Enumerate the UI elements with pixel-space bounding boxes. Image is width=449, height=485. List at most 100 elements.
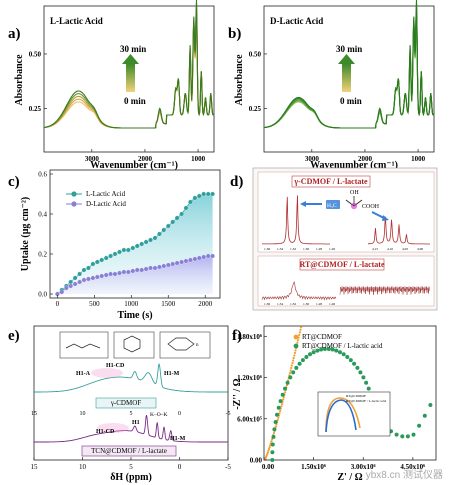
point-1-31 bbox=[192, 256, 198, 262]
panel-letter-f: f) bbox=[232, 328, 242, 344]
panel-a: a) L-Lactic Acid 3000 2000 1000 0.25 0.50 W… bbox=[8, 0, 215, 171]
xtick-d-topr-1: 4.10 bbox=[387, 247, 393, 251]
xlabel-a: Wavenumber (cm⁻¹) bbox=[90, 160, 178, 171]
xtick-b-0: 3000 bbox=[305, 155, 320, 163]
nmr-trace-bottom-left bbox=[261, 280, 337, 301]
xlabel-b: Wavenumber (cm⁻¹) bbox=[310, 160, 398, 171]
point-1-16 bbox=[125, 269, 131, 275]
xtick-d-top-3: 1.30 bbox=[303, 247, 309, 251]
f0-point-45 bbox=[292, 359, 295, 362]
nmr-trace-top-right bbox=[368, 216, 430, 245]
yticks-f: 0.00 6.00x10⁵ 1.20x10⁶ 1.80x10⁶ bbox=[237, 333, 267, 465]
f0-point-23 bbox=[278, 412, 281, 415]
point-0-24 bbox=[161, 227, 167, 233]
xtick-c-0: 0 bbox=[56, 300, 60, 308]
xtick-e-mid-4: -5 bbox=[226, 411, 231, 417]
f0-point-52 bbox=[296, 341, 299, 344]
f1-point-47 bbox=[411, 432, 416, 437]
f1-point-0 bbox=[270, 458, 275, 462]
inset-legend-1: RT@CDMOF / L-lactic acid bbox=[346, 399, 386, 403]
xtick-f-2: 3.00x10⁶ bbox=[351, 463, 376, 471]
legend-marker-l bbox=[71, 191, 77, 197]
point-0-8 bbox=[90, 261, 96, 267]
arrow-right-d bbox=[371, 211, 385, 219]
point-1-34 bbox=[205, 253, 211, 259]
panel-b: b) D-Lactic Acid 3000 2000 1000 0.25 0.50 W… bbox=[228, 0, 435, 171]
xtick-d-topr-0: 4.15 bbox=[372, 247, 378, 251]
f0-point-7 bbox=[268, 446, 271, 449]
f1-point-21 bbox=[319, 347, 324, 352]
peak1-a: H1-A bbox=[76, 371, 91, 377]
panel-letter-d: d) bbox=[230, 174, 243, 190]
f1-point-16 bbox=[300, 358, 305, 363]
panel-letter-c: c) bbox=[8, 174, 20, 190]
trace-gcdmof bbox=[34, 362, 228, 393]
structure-box-3 bbox=[159, 331, 211, 359]
xtick-e-1: 10 bbox=[79, 463, 87, 471]
f0-point-27 bbox=[280, 403, 284, 406]
f1-point-46 bbox=[405, 434, 410, 439]
f0-point-56 bbox=[298, 331, 301, 334]
point-1-4 bbox=[72, 281, 78, 287]
structure-box-1 bbox=[59, 331, 109, 359]
f1-point-35 bbox=[366, 386, 371, 391]
f0-point-6 bbox=[267, 447, 271, 451]
f1-point-10 bbox=[283, 386, 287, 391]
point-0-19 bbox=[139, 241, 145, 247]
spectrum-b-4 bbox=[264, 0, 435, 129]
xtick-d-bot-0: 1.36 bbox=[264, 302, 270, 306]
xtick-e-mid-3: 0 bbox=[178, 411, 181, 417]
point-0-16 bbox=[125, 247, 131, 253]
watermark: ybx8.cn 测试仪器 bbox=[365, 470, 443, 481]
f1-point-32 bbox=[358, 370, 363, 375]
xtick-d-bot-3: 1.30 bbox=[303, 302, 309, 306]
point-1-18 bbox=[134, 267, 140, 273]
box2-title-frame bbox=[299, 258, 385, 271]
xtick-c-3: 1500 bbox=[161, 300, 176, 308]
xtick-c-4: 2000 bbox=[198, 300, 213, 308]
plot-frame-f bbox=[263, 325, 437, 461]
spectrum-a-4 bbox=[44, 0, 215, 129]
point-0-3 bbox=[68, 279, 74, 285]
f0-point-21 bbox=[277, 416, 280, 419]
legend-c: L-Lactic Acid D-Lactic Acid bbox=[66, 190, 126, 208]
point-0-10 bbox=[99, 257, 105, 263]
point-1-26 bbox=[170, 261, 176, 267]
xtick-b-1: 2000 bbox=[358, 155, 373, 163]
f0-point-48 bbox=[293, 351, 296, 354]
f1-point-25 bbox=[334, 348, 339, 353]
peak1-m: H1-M bbox=[164, 371, 180, 377]
f1-point-22 bbox=[322, 347, 327, 351]
xticks-c: 0 500 1000 1500 2000 bbox=[56, 295, 213, 308]
point-1-27 bbox=[174, 260, 180, 266]
point-0-22 bbox=[152, 235, 158, 241]
point-1-12 bbox=[108, 271, 113, 277]
ytick-c-3: 0.6 bbox=[38, 171, 47, 179]
ytick-a-0: 0.25 bbox=[29, 105, 42, 113]
ch3-highlight bbox=[326, 200, 340, 209]
f1-point-33 bbox=[361, 375, 366, 380]
ch3-label: H₃C bbox=[327, 203, 337, 209]
legend-label-d: D-Lactic Acid bbox=[86, 200, 126, 208]
f1-point-3 bbox=[271, 434, 276, 439]
point-1-23 bbox=[157, 264, 162, 270]
point-1-24 bbox=[161, 263, 167, 269]
panel-e: e) n H1-A H1-CD H1-M γ-CDMOF H1-CD H1 H1… bbox=[8, 325, 231, 483]
oh-label: OH bbox=[350, 190, 359, 196]
point-1-22 bbox=[152, 265, 158, 271]
point-1-28 bbox=[179, 259, 184, 265]
arrow-left-head-d bbox=[300, 201, 306, 207]
point-0-13 bbox=[112, 251, 118, 257]
xtick-d-topr-3: 4.00 bbox=[417, 247, 423, 251]
f0-point-41 bbox=[289, 369, 292, 372]
nmr-trace-bottom-right bbox=[339, 286, 431, 295]
f1-point-17 bbox=[304, 355, 309, 359]
xtick-e-mid-2: 5 bbox=[130, 411, 133, 417]
f0-point-40 bbox=[288, 371, 292, 374]
point-1-3 bbox=[68, 283, 74, 289]
f0-point-4 bbox=[266, 451, 269, 454]
xtick-d-top-4: 1.28 bbox=[316, 247, 322, 251]
xtick-e-2: 5 bbox=[129, 463, 133, 471]
cd-bracket: n bbox=[196, 343, 199, 348]
f1-point-5 bbox=[273, 420, 278, 424]
